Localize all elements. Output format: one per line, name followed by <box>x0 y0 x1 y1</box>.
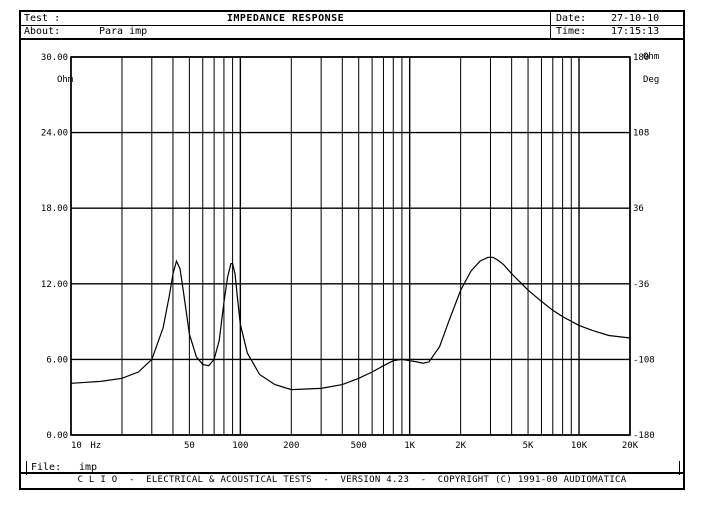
time-label: Time: <box>556 26 587 37</box>
time-value: 17:15:13 <box>611 26 660 37</box>
y2-tick-label: -180 <box>633 431 655 441</box>
footer-banner: C L I O - ELECTRICAL & ACOUSTICAL TESTS … <box>21 472 683 488</box>
x-tick-label: 50 <box>184 441 195 451</box>
about-label: About: <box>24 26 61 37</box>
plot-border <box>70 56 631 436</box>
y2-tick-label: -108 <box>633 355 655 365</box>
y2-unit-label: Ohm <box>643 52 659 62</box>
y-tick-label: 6.00 <box>46 355 68 365</box>
test-label: Test : <box>24 13 61 24</box>
y2-tick-label: 180 <box>633 53 649 63</box>
impedance-chart: 0.00 6.00 12.00 18.00 24.00 30.00 -180 -108 -36 3… <box>41 52 659 451</box>
x-tick-label: 10K <box>571 441 588 451</box>
y2-tick-label: 36 <box>633 204 644 214</box>
report-title: IMPEDANCE RESPONSE <box>226 13 345 24</box>
y-tick-label: 30.00 <box>41 53 68 63</box>
y-tick-label: 18.00 <box>41 204 68 214</box>
y2-tick-label: -36 <box>633 280 649 290</box>
y-tick-label: 24.00 <box>41 129 68 139</box>
x-tick-label: 100 <box>232 441 248 451</box>
header-separator <box>550 12 551 25</box>
header-row-2: About: Para imp Time: 17:15:13 <box>21 25 683 40</box>
x-tick-label: 200 <box>283 441 299 451</box>
header-separator <box>550 25 551 38</box>
x-tick-label: 500 <box>351 441 367 451</box>
x-tick-label: 5K <box>523 441 534 451</box>
y2-tick-label: 108 <box>633 129 649 139</box>
file-value: imp <box>79 462 98 473</box>
report-frame: Test : IMPEDANCE RESPONSE Date: 27-10-10… <box>19 10 685 490</box>
chart-grid <box>70 56 631 436</box>
x-tick-label: 20K <box>622 441 639 451</box>
y-tick-label: 0.00 <box>46 431 68 441</box>
about-value: Para imp <box>99 26 148 37</box>
date-label: Date: <box>556 13 587 24</box>
header-row-1: Test : IMPEDANCE RESPONSE Date: 27-10-10 <box>21 12 683 26</box>
y-tick-label: 12.00 <box>41 280 68 290</box>
y-unit-label: Ohm <box>57 75 73 85</box>
x-tick-label: 1K <box>404 441 415 451</box>
x-tick-label: 2K <box>455 441 466 451</box>
file-row: File: imp <box>26 461 680 475</box>
date-value: 27-10-10 <box>611 13 660 24</box>
file-label: File: <box>31 462 62 473</box>
x-tick-label: Hz <box>90 441 101 451</box>
impedance-curve <box>70 256 631 391</box>
y2-deg-label: Deg <box>643 75 659 85</box>
x-tick-label: 10 <box>71 441 82 451</box>
chart-tick-labels: 0.00 6.00 12.00 18.00 24.00 30.00 -180 -108 -36 3… <box>41 53 655 451</box>
